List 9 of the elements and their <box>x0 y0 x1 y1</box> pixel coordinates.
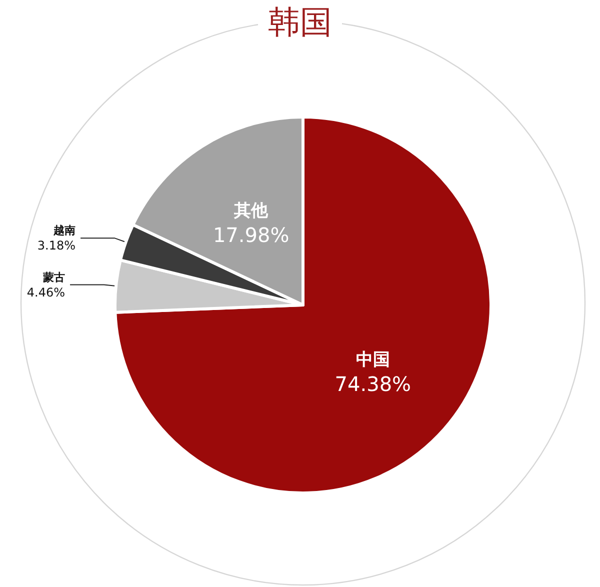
data-label: 4.46% <box>26 285 66 300</box>
slice-label: 中国 <box>356 350 390 370</box>
data-label: 74.38% <box>334 372 412 396</box>
data-label: 3.18% <box>37 238 76 253</box>
slice-label: 其他 <box>233 201 270 222</box>
chart-title: 韩国 <box>268 3 332 41</box>
slice-label: 蒙古 <box>42 270 66 284</box>
slice-label: 越南 <box>52 224 76 238</box>
data-label: 17.98% <box>212 223 290 248</box>
